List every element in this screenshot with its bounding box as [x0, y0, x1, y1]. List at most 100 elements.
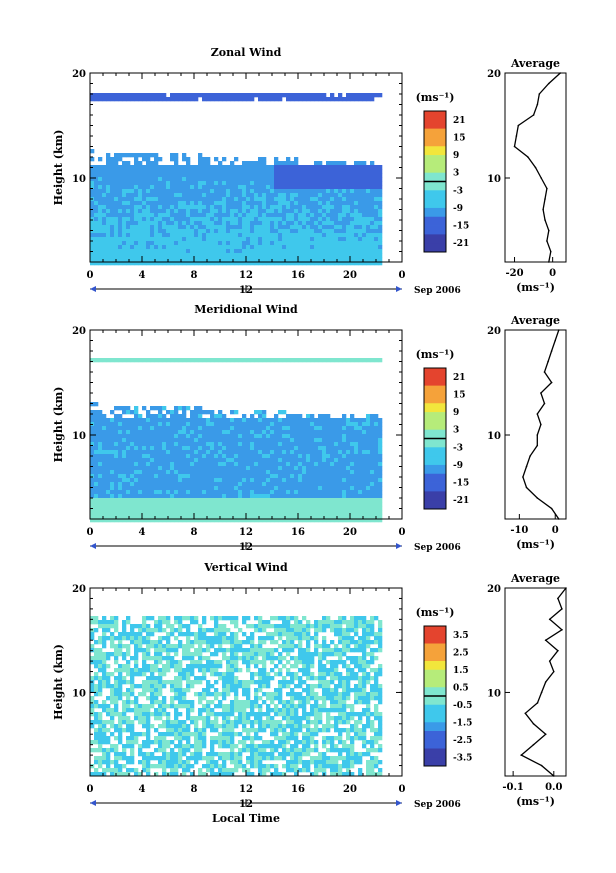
heatmap-cell: [186, 458, 191, 463]
heatmap-cell: [330, 426, 335, 431]
heatmap-cell: [238, 514, 243, 519]
heatmap-cell: [174, 422, 179, 427]
heatmap-cell: [202, 189, 207, 194]
heatmap-cell: [298, 205, 303, 210]
heatmap-cell: [110, 748, 115, 753]
heatmap-cell: [122, 716, 127, 721]
heatmap-cell: [306, 418, 311, 423]
heatmap-cell: [234, 209, 239, 214]
heatmap-cell: [310, 193, 315, 198]
heatmap-cell: [326, 165, 331, 170]
heatmap-cell: [294, 482, 299, 487]
heatmap-cell: [374, 181, 379, 186]
heatmap-cell: [118, 692, 123, 697]
heatmap-cell: [258, 474, 263, 479]
profile-point: [550, 507, 553, 510]
heatmap-cell: [106, 253, 111, 258]
heatmap-cell: [178, 486, 183, 491]
heatmap-cell: [234, 430, 239, 435]
heatmap-cell: [234, 205, 239, 210]
heatmap-cell: [162, 664, 167, 669]
heatmap-cell: [314, 494, 319, 499]
heatmap-cell: [194, 225, 199, 230]
heatmap-cell: [250, 173, 255, 178]
heatmap-cell: [102, 173, 107, 178]
heatmap-cell: [118, 422, 123, 427]
heatmap-cell: [366, 185, 371, 190]
heatmap-cell: [338, 241, 343, 246]
heatmap-cell: [218, 482, 223, 487]
heatmap-cell: [130, 680, 135, 685]
heatmap-cell: [110, 197, 115, 202]
heatmap-cell: [310, 470, 315, 475]
heatmap-cell: [178, 193, 183, 198]
colorbar-swatch: [424, 137, 446, 147]
heatmap-cell: [134, 414, 139, 419]
profile-point: [558, 518, 560, 520]
heatmap-cell: [214, 486, 219, 491]
heatmap-cell: [190, 470, 195, 475]
heatmap-cell: [262, 490, 267, 495]
heatmap-cell: [294, 478, 299, 483]
heatmap-cell: [362, 177, 367, 182]
heatmap-cell: [274, 502, 279, 507]
heatmap-cell: [266, 442, 271, 447]
heatmap-cell: [106, 628, 111, 633]
heatmap-cell: [326, 502, 331, 507]
heatmap-cell: [238, 193, 243, 198]
heatmap-cell: [286, 245, 291, 250]
heatmap-cell: [90, 181, 95, 186]
heatmap-cell: [374, 253, 379, 258]
heatmap-cell: [326, 470, 331, 475]
heatmap-cell: [182, 426, 187, 431]
heatmap-cell: [366, 209, 371, 214]
heatmap-cell: [270, 502, 275, 507]
heatmap-cell: [154, 700, 159, 705]
heatmap-cell: [114, 510, 119, 515]
heatmap-cell: [254, 418, 259, 423]
heatmap-cell: [330, 165, 335, 170]
profile-point: [517, 124, 520, 127]
heatmap-cell: [354, 458, 359, 463]
heatmap-cell: [306, 241, 311, 246]
heatmap-cell: [190, 426, 195, 431]
heatmap-cell: [138, 486, 143, 491]
heatmap-cell: [366, 213, 371, 218]
heatmap-cell: [158, 712, 163, 717]
heatmap-cell: [214, 490, 219, 495]
heatmap-cell: [262, 157, 267, 162]
heatmap-cell: [114, 724, 119, 729]
heatmap-cell: [98, 466, 103, 471]
heatmap-cell: [214, 434, 219, 439]
heatmap-cell: [178, 498, 183, 503]
heatmap-cell: [342, 358, 347, 363]
heatmap-cell: [110, 482, 115, 487]
heatmap-cell: [102, 632, 107, 637]
heatmap-cell: [250, 490, 255, 495]
heatmap-cell: [310, 414, 315, 419]
heatmap-cell: [166, 241, 171, 246]
heatmap-cell: [118, 181, 123, 186]
heatmap-cell: [130, 233, 135, 238]
heatmap-cell: [362, 253, 367, 258]
heatmap-cell: [154, 510, 159, 515]
heatmap-cell: [150, 430, 155, 435]
heatmap-cell: [122, 652, 127, 657]
heatmap-cell: [334, 458, 339, 463]
heatmap-cell: [366, 173, 371, 178]
heatmap-cell: [310, 245, 315, 250]
heatmap-cell: [114, 430, 119, 435]
colorbar-tick-label: -15: [453, 479, 469, 489]
heatmap-cell: [262, 257, 267, 262]
heatmap-cell: [326, 241, 331, 246]
heatmap-cell: [286, 434, 291, 439]
heatmap-cell: [114, 648, 119, 653]
heatmap-cell: [294, 209, 299, 214]
heatmap-cell: [298, 498, 303, 503]
heatmap-cell: [210, 213, 215, 218]
heatmap-cell: [186, 490, 191, 495]
heatmap-cell: [198, 245, 203, 250]
heatmap-cell: [214, 217, 219, 222]
heatmap-cell: [90, 486, 95, 491]
heatmap-cell: [190, 450, 195, 455]
